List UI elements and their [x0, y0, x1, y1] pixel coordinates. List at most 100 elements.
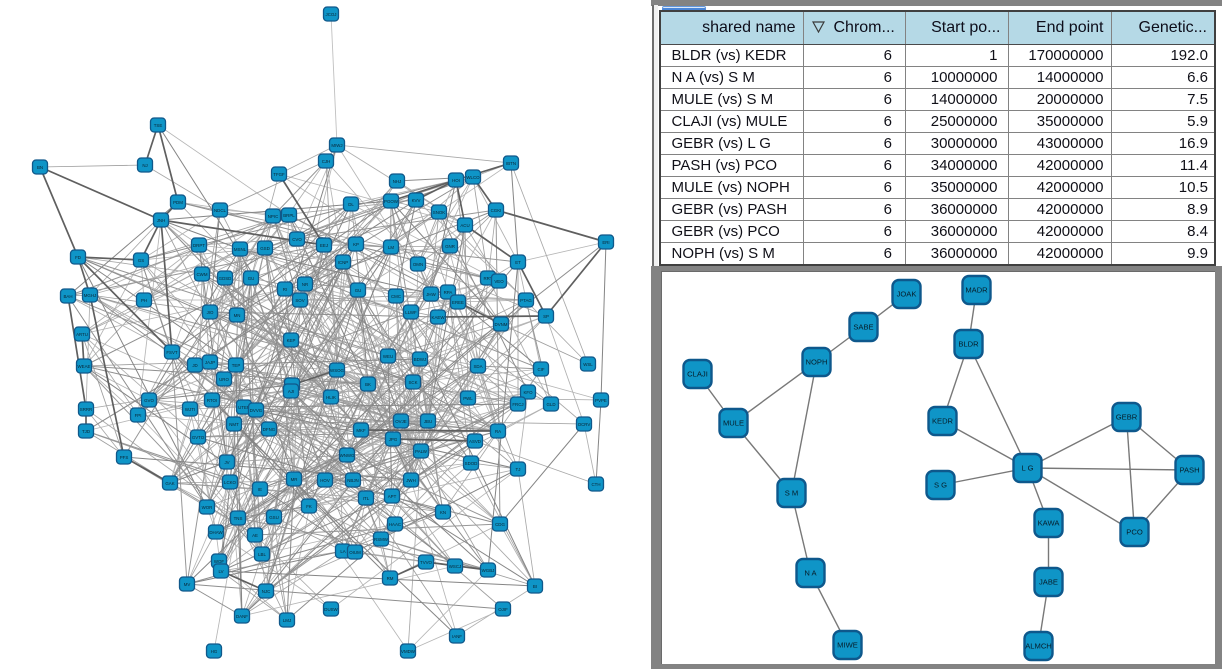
svg-text:IE: IE — [258, 487, 262, 492]
svg-text:WLCO: WLCO — [466, 175, 480, 180]
svg-text:JOAK: JOAK — [896, 290, 916, 299]
svg-text:WEAE: WEAE — [78, 364, 91, 369]
svg-text:CWM: CWM — [197, 272, 208, 277]
svg-text:BDWJ: BDWJ — [414, 357, 426, 362]
svg-text:JAJP: JAJP — [205, 360, 215, 365]
svg-text:JIO: JIO — [207, 310, 214, 315]
svg-text:MKF: MKF — [356, 428, 366, 433]
svg-text:DRPT: DRPT — [193, 243, 205, 248]
svg-text:SDA: SDA — [473, 364, 482, 369]
svg-text:KVV: KVV — [412, 198, 421, 203]
svg-text:PFS: PFS — [120, 455, 129, 460]
svg-text:NDCL: NDCL — [214, 208, 227, 213]
svg-text:LA: LA — [340, 549, 345, 554]
svg-text:LBL: LBL — [258, 552, 266, 557]
svg-text:OJIF: OJIF — [498, 607, 508, 612]
svg-text:NOPH: NOPH — [805, 358, 827, 367]
svg-text:PTAG: PTAG — [520, 298, 532, 303]
svg-text:PCO: PCO — [1126, 528, 1143, 537]
svg-text:RA: RA — [495, 429, 501, 434]
svg-text:PH: PH — [141, 298, 147, 303]
svg-text:VEO: VEO — [494, 279, 504, 284]
svg-text:NJC: NJC — [262, 589, 271, 594]
svg-text:WGBJ: WGBJ — [482, 568, 495, 573]
svg-text:WEU: WEU — [383, 354, 393, 359]
svg-text:MULE: MULE — [722, 419, 743, 428]
svg-text:JWH: JWH — [406, 478, 416, 483]
svg-text:GU: GU — [248, 276, 255, 281]
svg-text:FSVT: FSVT — [166, 350, 178, 355]
svg-text:GVTO: GVTO — [192, 435, 205, 440]
svg-text:BN: BN — [37, 165, 43, 170]
svg-text:CGKI: CGKI — [491, 208, 502, 213]
svg-text:DVNM: DVNM — [495, 322, 508, 327]
svg-text:DVVG: DVVG — [250, 408, 263, 413]
svg-text:HAAC: HAAC — [389, 522, 401, 527]
svg-text:RI: RI — [283, 287, 287, 292]
svg-text:ACU: ACU — [460, 223, 469, 228]
svg-text:EREE: EREE — [452, 300, 464, 305]
svg-text:CLAJI: CLAJI — [687, 370, 708, 379]
svg-text:SCK: SCK — [408, 380, 417, 385]
svg-text:OVJE: OVJE — [395, 419, 407, 424]
svg-text:TJD: TJD — [82, 429, 90, 434]
svg-text:MSNL: MSNL — [234, 247, 247, 252]
svg-text:DUSW: DUSW — [324, 607, 338, 612]
svg-text:FD: FD — [75, 255, 81, 260]
svg-text:L G: L G — [1021, 464, 1033, 473]
svg-text:TJ: TJ — [516, 467, 521, 472]
svg-text:LM: LM — [388, 245, 394, 250]
svg-text:CDG: CDG — [495, 522, 505, 527]
svg-text:WJTI: WJTI — [185, 407, 195, 412]
svg-text:WOF: WOF — [214, 559, 225, 564]
svg-text:SRRR: SRRR — [80, 407, 92, 412]
svg-text:KN: KN — [440, 510, 446, 515]
svg-text:BI: BI — [533, 584, 537, 589]
svg-text:BK: BK — [365, 382, 371, 387]
svg-text:S G: S G — [933, 481, 946, 490]
svg-text:WOR: WOR — [202, 505, 213, 510]
svg-text:OMN: OMN — [413, 262, 423, 267]
svg-text:SOV: SOV — [295, 298, 304, 303]
svg-text:DL: DL — [348, 202, 354, 207]
svg-text:APT: APT — [388, 494, 397, 499]
svg-text:DFNG: DFNG — [263, 427, 276, 432]
svg-text:RSMW: RSMW — [374, 537, 389, 542]
svg-text:JV: JV — [224, 460, 229, 465]
svg-text:SP: SP — [543, 314, 549, 319]
svg-text:MADR: MADR — [965, 286, 988, 295]
svg-text:MIWJ: MIWJ — [331, 143, 342, 148]
svg-text:ERI: ERI — [602, 240, 609, 245]
svg-text:FRCJ: FRCJ — [512, 402, 523, 407]
svg-text:GSD: GSD — [260, 246, 270, 251]
svg-text:GEBR: GEBR — [1115, 413, 1137, 422]
svg-text:WSL: WSL — [583, 362, 593, 367]
svg-text:CVO: CVO — [292, 237, 302, 242]
svg-text:UTEP: UTEP — [238, 405, 250, 410]
svg-text:KAEW: KAEW — [432, 315, 446, 320]
svg-text:GDSD: GDSD — [219, 276, 232, 281]
svg-text:LV: LV — [218, 569, 223, 574]
svg-text:JCOJ: JCOJ — [326, 12, 337, 17]
svg-text:TFGF: TFGF — [273, 172, 285, 177]
svg-text:GLD: GLD — [546, 402, 555, 407]
svg-text:SNOK: SNOK — [433, 210, 446, 215]
svg-text:TVVO: TVVO — [420, 560, 433, 565]
svg-text:ARTU: ARTU — [76, 332, 88, 337]
svg-text:RTOI: RTOI — [207, 398, 217, 403]
svg-text:JNH: JNH — [157, 218, 166, 223]
svg-text:GVO: GVO — [144, 398, 154, 403]
svg-text:KAWA: KAWA — [1037, 519, 1060, 528]
svg-text:FK: FK — [306, 504, 312, 509]
svg-text:WNWG: WNWG — [340, 453, 355, 458]
svg-text:BLDR: BLDR — [958, 340, 979, 349]
svg-text:ICNP: ICNP — [338, 260, 349, 265]
svg-text:HLIK: HLIK — [326, 395, 336, 400]
svg-text:AE: AE — [252, 533, 258, 538]
svg-text:WSCJ: WSCJ — [449, 564, 461, 569]
svg-text:KEDR: KEDR — [931, 417, 953, 426]
svg-text:MN: MN — [234, 313, 241, 318]
svg-text:MIWE: MIWE — [837, 641, 858, 650]
svg-text:ALMCH: ALMCH — [1025, 642, 1052, 651]
svg-text:GSU: GSU — [269, 515, 279, 520]
